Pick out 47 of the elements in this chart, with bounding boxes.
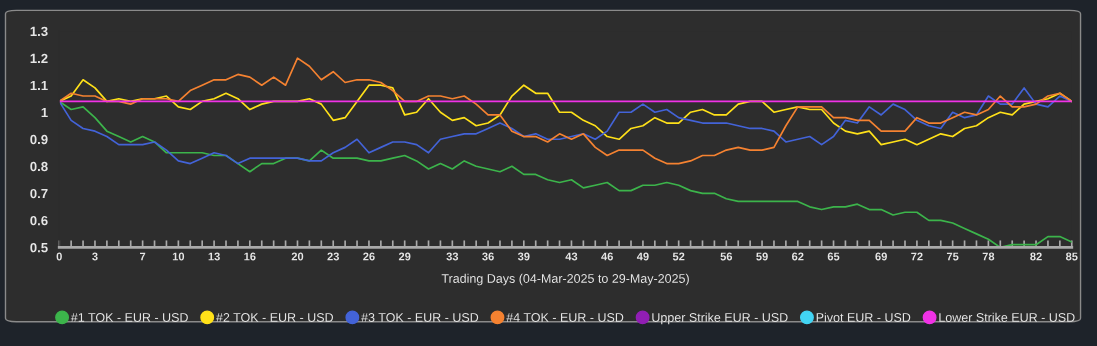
- legend-label: Upper Strike EUR - USD: [652, 312, 788, 325]
- x-tick-label: 0: [56, 252, 62, 261]
- x-tick-label: 43: [565, 252, 578, 261]
- x-tick-label: 85: [1065, 252, 1078, 261]
- x-tick-label: 62: [792, 252, 804, 261]
- legend-label: #3 TOK - EUR - USD: [361, 313, 479, 322]
- x-tick-label: 26: [363, 252, 375, 261]
- legend-label: Lower Strike EUR - USD: [939, 312, 1075, 322]
- x-tick-label: 3: [92, 252, 98, 261]
- y-tick-label: 0.7: [30, 188, 48, 199]
- x-tick-label: 72: [911, 252, 923, 261]
- y-tick-label: 1.1: [30, 80, 48, 90]
- x-axis-title: Trading Days (04-Mar-2025 to 29-May-2025): [441, 273, 689, 286]
- x-tick-label: 20: [291, 252, 304, 261]
- line-series: [59, 100, 1072, 248]
- y-tick-label: 1: [41, 107, 48, 118]
- y-tick-label: 0.5: [30, 242, 48, 253]
- x-tick-label: 56: [720, 252, 733, 261]
- x-tick-label: 49: [636, 252, 649, 261]
- y-tick-label: 0.6: [30, 215, 48, 226]
- x-tick-label: 23: [327, 252, 339, 261]
- x-tick-label: 16: [244, 252, 256, 261]
- legend-label: #1 TOK - EUR - USD: [70, 313, 188, 322]
- x-tick-label: 46: [601, 252, 613, 261]
- x-tick-label: 10: [172, 252, 185, 261]
- y-tick-label: 1.2: [30, 53, 48, 63]
- line-series: [59, 57, 1072, 165]
- legend-label: #2 TOK - EUR - USD: [216, 313, 333, 322]
- y-tick-label: 1.3: [30, 26, 48, 37]
- x-tick-label: 78: [982, 252, 995, 261]
- x-tick-label: 59: [756, 252, 768, 261]
- x-tick-label: 82: [1030, 252, 1042, 261]
- x-tick-label: 33: [446, 252, 459, 261]
- x-tick-label: 29: [398, 252, 411, 261]
- x-tick-label: 36: [482, 252, 494, 261]
- y-tick-label: 0.8: [30, 161, 48, 172]
- y-tick-label: 0.9: [30, 134, 48, 145]
- x-tick-label: 39: [517, 252, 530, 261]
- x-tick-label: 7: [140, 252, 146, 261]
- x-tick-label: 69: [875, 252, 887, 261]
- line-series: [59, 87, 1072, 165]
- x-tick-label: 13: [208, 252, 220, 261]
- x-tick-label: 75: [946, 252, 959, 261]
- legend-label: Pivot EUR - USD: [816, 312, 911, 322]
- legend-label: #4 TOK - EUR - USD: [506, 313, 624, 322]
- x-tick-label: 52: [672, 252, 685, 261]
- x-tick-label: 65: [827, 252, 840, 261]
